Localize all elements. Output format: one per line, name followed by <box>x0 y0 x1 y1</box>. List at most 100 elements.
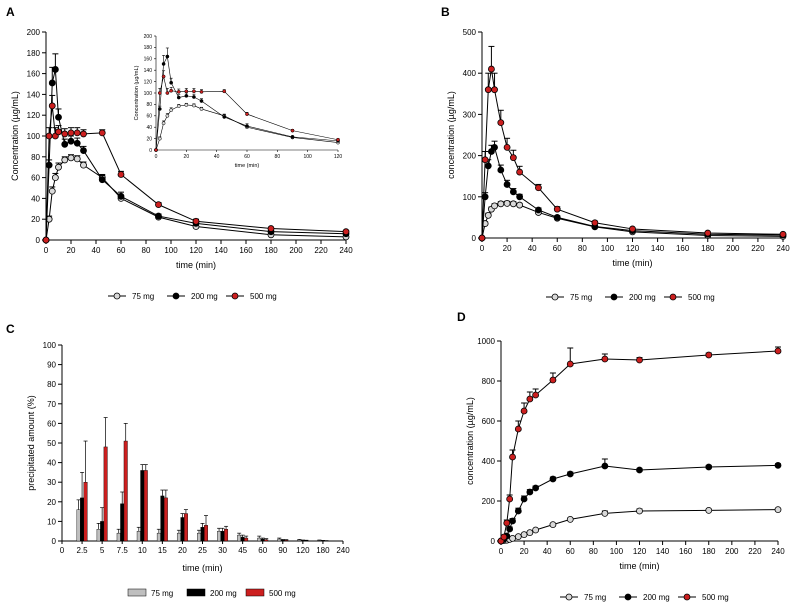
data-point <box>184 89 189 94</box>
x-tick-label: 10 <box>138 546 147 555</box>
series-line-200-mg <box>45 69 347 241</box>
y-tick-label: 100 <box>463 193 477 202</box>
data-point <box>774 461 782 469</box>
y-tick-label: 100 <box>27 132 41 141</box>
legend-swatch <box>245 588 265 597</box>
x-tick-label: 80 <box>578 244 587 253</box>
x-tick-label: 200 <box>289 246 303 255</box>
data-point <box>165 91 170 95</box>
data-point <box>290 135 295 139</box>
data-point <box>176 104 181 108</box>
data-point <box>509 188 517 196</box>
x-tick-label: 80 <box>142 246 151 255</box>
data-point <box>526 488 534 496</box>
data-point <box>636 507 643 515</box>
x-tick-label: 40 <box>528 244 537 253</box>
data-point <box>506 525 514 533</box>
y-tick-label: 0 <box>472 234 477 243</box>
bar-200-mg <box>260 538 265 542</box>
data-point <box>48 187 56 195</box>
bar-500-mg <box>103 446 108 542</box>
y-tick-label: 140 <box>144 68 153 74</box>
x-tick-label: 30 <box>218 546 227 555</box>
x-tick-label: 120 <box>296 546 310 555</box>
data-point <box>154 148 158 152</box>
y-tick-label: 60 <box>47 419 56 428</box>
x-tick-label: 200 <box>725 547 739 556</box>
legend-marker <box>551 293 559 301</box>
legend-swatch <box>127 588 147 597</box>
bar-200-mg <box>140 470 145 542</box>
data-point <box>184 103 189 107</box>
data-point <box>98 176 106 184</box>
data-point <box>199 107 204 111</box>
bar-500-mg <box>83 482 88 542</box>
bar-500-mg <box>284 540 289 542</box>
data-point <box>520 495 528 503</box>
bar-200-mg <box>120 503 125 542</box>
bar-75-mg <box>237 534 242 542</box>
data-point <box>55 128 62 136</box>
x-axis-title: time (min) <box>613 258 653 268</box>
data-point <box>169 108 174 112</box>
data-point <box>161 121 166 126</box>
y-tick-label: 80 <box>47 380 56 389</box>
legend-label: 75 mg <box>132 292 154 301</box>
data-point <box>80 161 87 169</box>
x-tick-label: 2.5 <box>77 546 89 555</box>
x-tick-label: 5 <box>100 546 105 555</box>
data-point <box>506 495 514 503</box>
y-tick-label: 100 <box>144 91 153 97</box>
y-tick-label: 180 <box>144 45 153 51</box>
x-tick-label: 20 <box>178 546 187 555</box>
x-tick-label: 45 <box>238 546 247 555</box>
data-point <box>80 130 87 138</box>
data-point <box>516 168 524 176</box>
data-point <box>51 66 59 73</box>
x-tick-label: 60 <box>117 246 126 255</box>
x-tick-label: 160 <box>676 244 690 253</box>
legend-label: 500 mg <box>688 293 715 302</box>
data-point <box>503 519 511 527</box>
panel-letter-d: D <box>457 310 466 324</box>
data-point <box>491 202 498 210</box>
data-point <box>176 90 181 94</box>
data-point <box>73 139 81 147</box>
data-point <box>553 205 561 213</box>
data-point <box>491 143 498 151</box>
series-line-200-mg <box>481 146 784 239</box>
data-point <box>532 526 540 534</box>
y-tick-label: 800 <box>482 377 496 386</box>
data-point <box>336 137 340 142</box>
data-point <box>184 94 189 98</box>
data-point <box>80 147 87 154</box>
data-point <box>290 128 295 133</box>
data-point <box>491 86 498 94</box>
data-point <box>601 510 609 517</box>
legend-label: 500 mg <box>269 589 296 598</box>
panel-letter-c: C <box>6 322 15 336</box>
data-point <box>566 360 574 368</box>
data-point <box>199 90 204 94</box>
legend-label: 75 mg <box>584 593 606 602</box>
data-point <box>526 395 534 403</box>
legend-marker <box>565 593 573 601</box>
y-tick-label: 80 <box>31 153 40 162</box>
data-point <box>48 79 56 87</box>
data-point <box>481 193 489 201</box>
x-tick-label: 180 <box>701 244 715 253</box>
bar-500-mg <box>143 470 148 542</box>
data-point <box>484 162 492 170</box>
data-point <box>779 230 787 238</box>
y-tick-label: 0 <box>36 236 41 245</box>
bar-75-mg <box>317 540 322 542</box>
data-point <box>199 99 204 103</box>
bar-500-mg <box>264 539 269 542</box>
y-tick-label: 0 <box>52 537 57 546</box>
panel-letter-a: A <box>6 5 15 19</box>
x-tick-label: 20 <box>503 244 512 253</box>
data-point <box>705 506 713 514</box>
x-tick-label: 7.5 <box>117 546 129 555</box>
bar-200-mg <box>160 495 165 542</box>
x-tick-label: 160 <box>239 246 253 255</box>
